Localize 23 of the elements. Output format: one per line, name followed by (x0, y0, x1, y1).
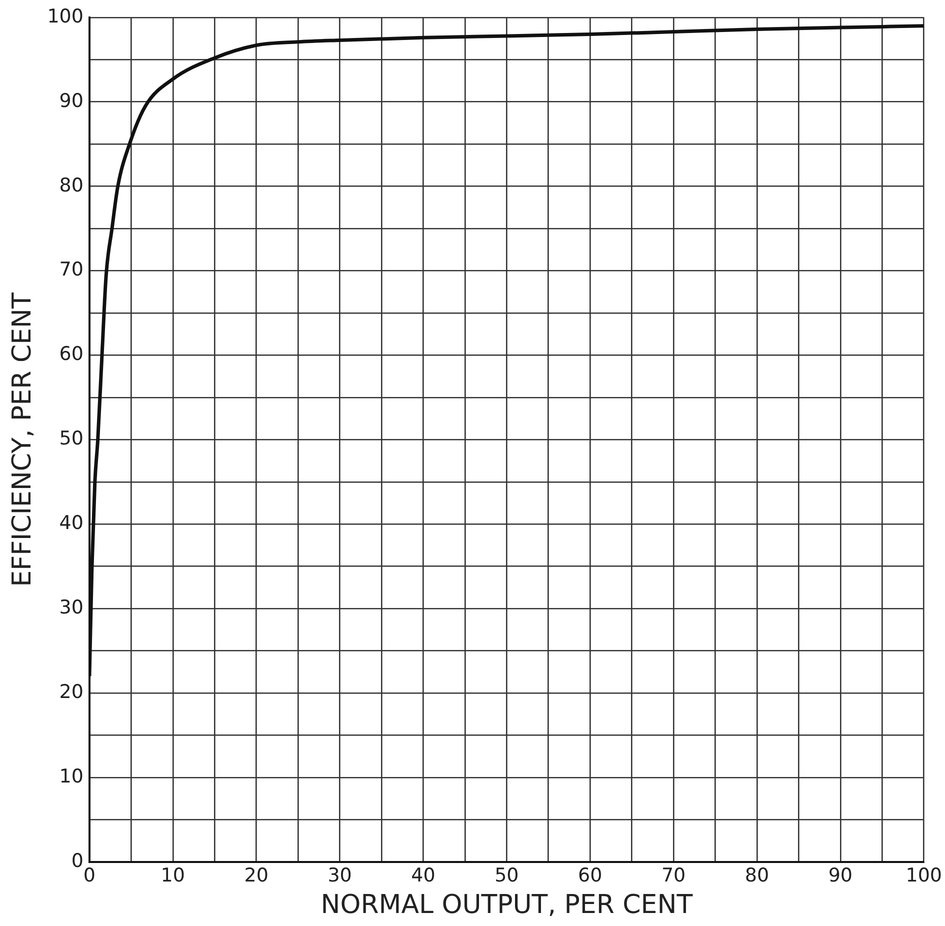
x-tick-label: 100 (906, 864, 942, 886)
x-tick-label: 10 (160, 864, 185, 886)
y-tick-label: 90 (59, 90, 84, 112)
y-tick-label: 60 (59, 343, 84, 366)
y-axis-title: EFFICIENCY, PER CENT (7, 292, 38, 587)
x-tick-label: 80 (744, 864, 770, 886)
x-tick-label: 60 (578, 864, 602, 886)
y-tick-label: 20 (59, 681, 84, 704)
x-tick-label: 90 (828, 864, 853, 886)
y-tick-label: 10 (59, 765, 84, 788)
y-tick-label: 70 (59, 258, 84, 281)
x-tick-label: 30 (328, 864, 352, 886)
y-tick-label: 40 (59, 512, 84, 534)
x-tick-label: 40 (411, 864, 436, 886)
x-tick-label: 50 (494, 864, 519, 886)
x-tick-label: 20 (244, 864, 268, 886)
y-tick-label: 30 (59, 596, 84, 619)
x-tick-label: 70 (661, 864, 686, 886)
y-tick-label: 80 (59, 174, 84, 196)
y-tick-label: 0 (71, 850, 84, 872)
x-axis-title: NORMAL OUTPUT, PER CENT (320, 890, 693, 920)
y-tick-label: 100 (47, 5, 84, 28)
y-tick-label: 50 (59, 428, 84, 450)
